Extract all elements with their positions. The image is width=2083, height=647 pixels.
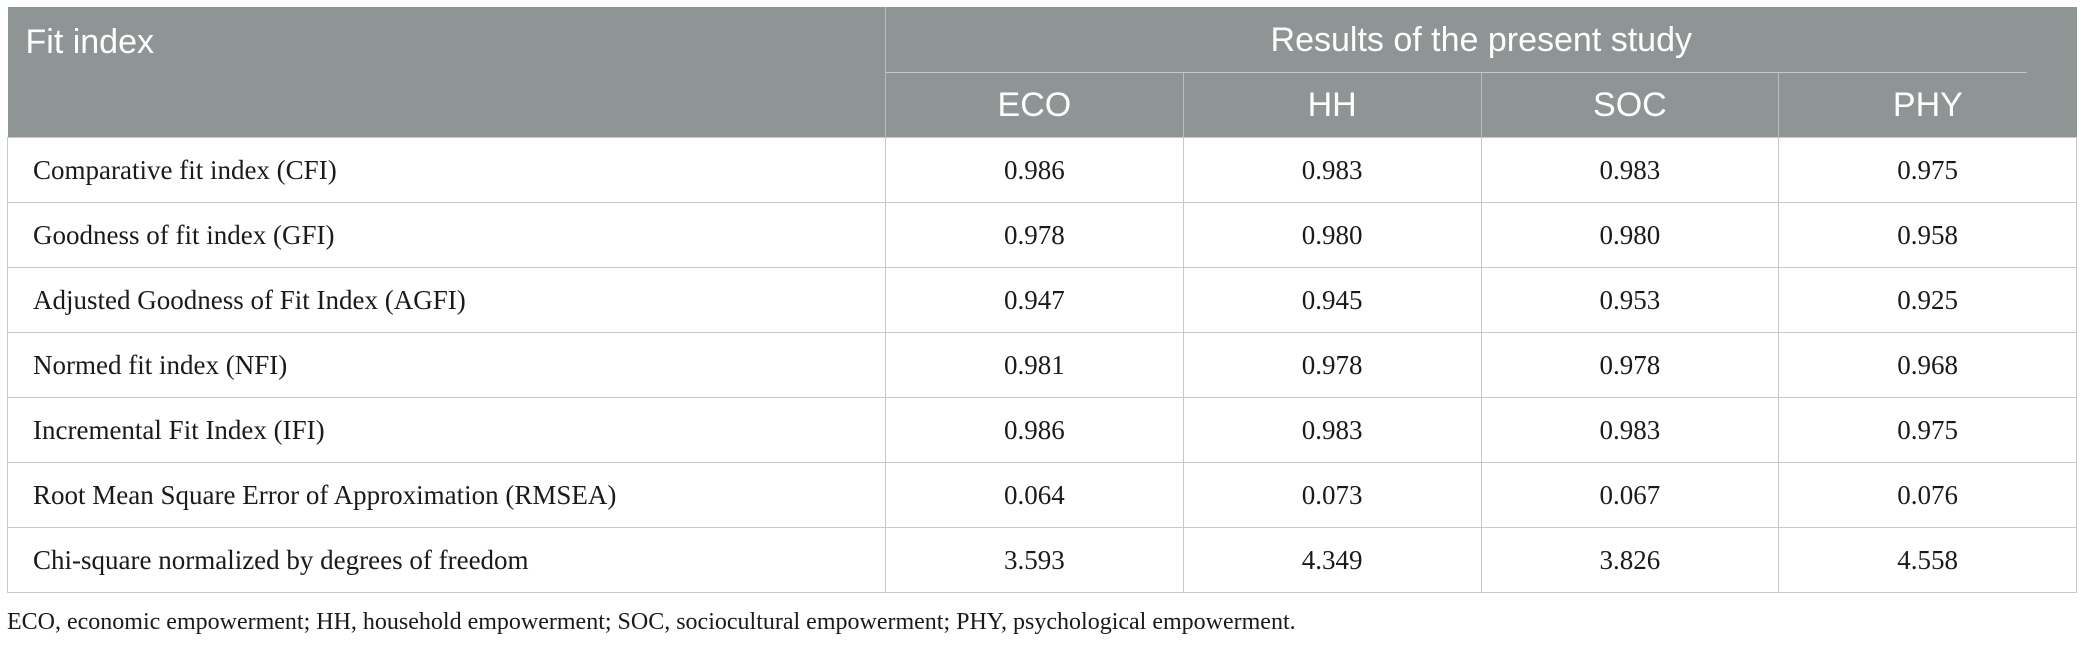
table-row: Incremental Fit Index (IFI) 0.986 0.983 … [7,397,2078,463]
cell-phy: 0.975 [1778,137,2078,203]
table-row: Comparative fit index (CFI) 0.986 0.983 … [7,137,2078,203]
header-results-group: Results of the present study [885,7,2077,73]
cell-phy: 0.968 [1778,332,2078,398]
cell-eco: 0.981 [885,332,1184,398]
cell-soc: 0.983 [1480,137,1779,203]
cell-soc: 0.980 [1480,202,1779,268]
cell-hh: 0.980 [1182,202,1481,268]
table-row: Normed fit index (NFI) 0.981 0.978 0.978… [7,332,2078,398]
cell-hh: 0.983 [1182,137,1481,203]
cell-hh: 0.073 [1182,462,1481,528]
cell-phy: 0.958 [1778,202,2078,268]
row-label: Comparative fit index (CFI) [7,137,886,203]
table-row: Root Mean Square Error of Approximation … [7,462,2078,528]
cell-eco: 0.947 [885,267,1184,333]
cell-phy: 0.076 [1778,462,2078,528]
row-label: Goodness of fit index (GFI) [7,202,886,268]
cell-soc: 0.978 [1480,332,1779,398]
cell-hh: 0.983 [1182,397,1481,463]
table-row: Chi-square normalized by degrees of free… [7,527,2078,593]
header-row-columns: ECO HH SOC PHY [8,73,2077,138]
header-col-hh: HH [1182,73,1481,138]
cell-hh: 0.978 [1182,332,1481,398]
table-body: Comparative fit index (CFI) 0.986 0.983 … [7,137,2078,593]
cell-hh: 0.945 [1182,267,1481,333]
row-label: Adjusted Goodness of Fit Index (AGFI) [7,267,886,333]
row-label: Normed fit index (NFI) [7,332,886,398]
cell-phy: 4.558 [1778,527,2078,593]
fit-index-table: Fit index Results of the present study E… [7,7,2078,593]
table-footnote: ECO, economic empowerment; HH, household… [7,609,1296,635]
header-fit-index: Fit index [7,7,886,138]
header-col-phy: PHY [1778,73,2077,138]
cell-soc: 0.067 [1480,462,1779,528]
header-col-soc: SOC [1480,73,1779,138]
cell-eco: 0.986 [885,397,1184,463]
cell-soc: 0.983 [1480,397,1779,463]
cell-hh: 4.349 [1182,527,1481,593]
cell-eco: 0.064 [885,462,1184,528]
cell-phy: 0.975 [1778,397,2078,463]
table-header: Fit index Results of the present study E… [7,7,2077,138]
cell-phy: 0.925 [1778,267,2078,333]
fit-index-table-container: Fit index Results of the present study E… [7,7,2078,593]
header-col-eco: ECO [885,73,1184,138]
header-results-group-label: Results of the present study [1270,20,1692,59]
header-row-group: Fit index Results of the present study [7,7,2077,138]
row-label: Incremental Fit Index (IFI) [7,397,886,463]
header-group-underline [886,72,2027,73]
cell-eco: 3.593 [885,527,1184,593]
cell-eco: 0.986 [885,137,1184,203]
cell-soc: 3.826 [1480,527,1779,593]
cell-eco: 0.978 [885,202,1184,268]
table-row: Goodness of fit index (GFI) 0.978 0.980 … [7,202,2078,268]
table-row: Adjusted Goodness of Fit Index (AGFI) 0.… [7,267,2078,333]
cell-soc: 0.953 [1480,267,1779,333]
row-label: Chi-square normalized by degrees of free… [7,527,886,593]
row-label: Root Mean Square Error of Approximation … [7,462,886,528]
